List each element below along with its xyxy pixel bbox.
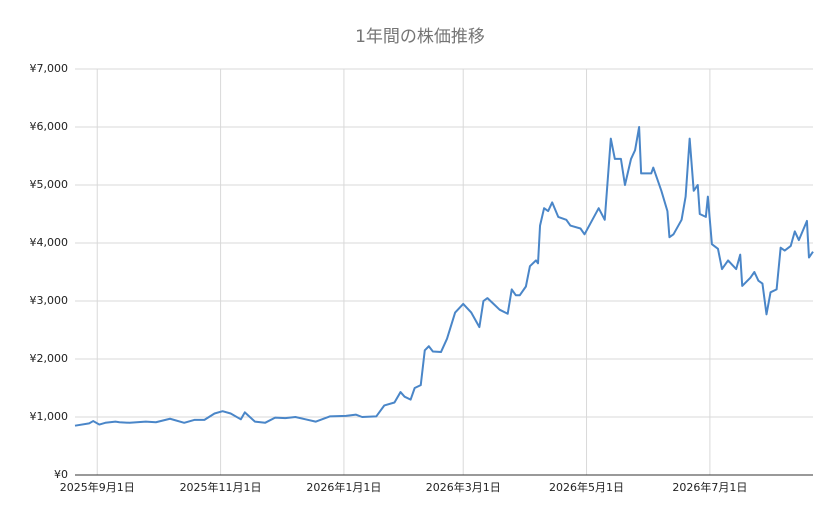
y-tick-label: ¥5,000	[30, 178, 69, 191]
x-tick-label: 2026年1月1日	[306, 480, 381, 494]
x-tick-label: 2026年3月1日	[426, 480, 501, 494]
y-tick-label: ¥1,000	[30, 410, 69, 423]
x-tick-label: 2026年7月1日	[672, 480, 747, 494]
x-tick-label: 2026年5月1日	[549, 480, 624, 494]
x-tick-label: 2025年9月1日	[60, 480, 135, 494]
y-tick-label: ¥3,000	[30, 294, 69, 307]
price-line	[74, 126, 814, 427]
x-tick-label: 2025年11月1日	[180, 480, 262, 494]
y-tick-label: ¥0	[54, 468, 68, 481]
y-tick-label: ¥6,000	[30, 120, 69, 133]
y-tick-label: ¥2,000	[30, 352, 69, 365]
y-tick-label: ¥4,000	[30, 236, 69, 249]
y-tick-label: ¥7,000	[30, 62, 69, 75]
chart-title: 1年間の株価推移	[355, 27, 485, 47]
